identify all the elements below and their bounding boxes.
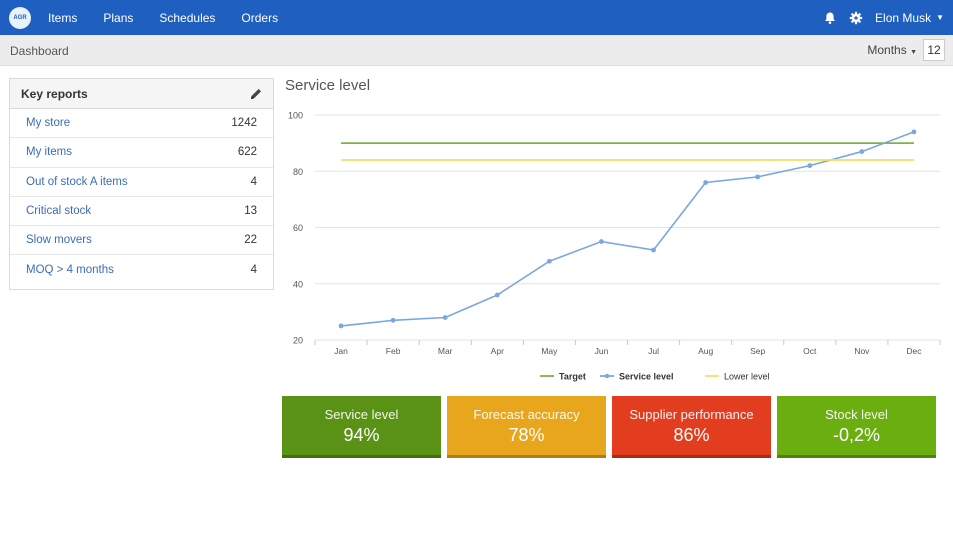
bell-icon[interactable] xyxy=(823,11,837,25)
key-reports-panel: Key reports My store 1242 My items 622 O… xyxy=(9,78,274,290)
gear-icon[interactable] xyxy=(849,11,863,25)
service-level-chart: 20 40 60 80 100 Jan Feb Mar Apr May Jun Jul Aug Sep Oc… xyxy=(288,111,941,382)
legend-label: Lower level xyxy=(724,372,770,382)
legend-marker xyxy=(604,373,610,379)
report-row-my-items[interactable]: My items 622 xyxy=(10,138,273,168)
kpi-tile-service-level[interactable]: Service level 94% xyxy=(282,396,441,458)
kpi-value: 86% xyxy=(673,425,710,445)
report-label: My items xyxy=(26,146,72,159)
report-count: 4 xyxy=(250,264,257,277)
data-point xyxy=(859,149,865,154)
data-point xyxy=(546,258,552,264)
nav-item-schedules[interactable]: Schedules xyxy=(159,10,216,25)
kpi-tile-supplier-performance[interactable]: Supplier performance 86% xyxy=(612,396,771,458)
report-row-out-of-stock[interactable]: Out of stock A items 4 xyxy=(10,168,273,197)
x-tick-label: Dec xyxy=(906,346,922,356)
data-point xyxy=(755,174,761,180)
data-point xyxy=(390,317,396,323)
data-point xyxy=(807,163,813,169)
legend-label: Service level xyxy=(619,372,674,382)
kpi-tile-forecast-accuracy[interactable]: Forecast accuracy 78% xyxy=(447,396,606,458)
kpi-label: Forecast accuracy xyxy=(473,407,580,422)
data-point xyxy=(494,292,500,298)
chart-title: Service level xyxy=(285,77,371,94)
app-logo[interactable]: AGR xyxy=(9,6,31,29)
period-value-input[interactable]: 12 xyxy=(923,39,945,61)
breadcrumb: Dashboard xyxy=(10,44,69,58)
main-nav: Items Plans Schedules Orders xyxy=(48,11,304,25)
data-point xyxy=(651,247,656,253)
x-tick-label: Nov xyxy=(854,346,870,356)
y-tick-label: 40 xyxy=(293,279,303,289)
chevron-down-icon: ▼ xyxy=(936,13,944,22)
top-navbar: AGR Items Plans Schedules Orders Elon Mu… xyxy=(0,0,953,35)
x-tick-label: Jun xyxy=(595,346,609,356)
logo-text: AGR xyxy=(13,14,27,21)
x-tick-label: Oct xyxy=(803,346,817,356)
y-tick-label: 80 xyxy=(293,167,303,177)
nav-right: Elon Musk ▼ xyxy=(823,0,944,35)
report-count: 622 xyxy=(237,146,257,159)
data-point xyxy=(442,315,448,320)
x-tick-label: Apr xyxy=(491,346,504,356)
x-tick-label: May xyxy=(541,346,558,356)
report-count: 4 xyxy=(250,175,257,188)
data-point xyxy=(911,129,917,135)
x-tick-label: Aug xyxy=(698,346,713,356)
key-reports-header: Key reports xyxy=(10,79,273,109)
user-menu[interactable]: Elon Musk ▼ xyxy=(875,11,944,25)
report-count: 22 xyxy=(244,234,257,247)
period-selector: Months ▼ 12 xyxy=(867,39,945,61)
period-unit-dropdown[interactable]: Months ▼ xyxy=(867,43,917,57)
x-tick-label: Jan xyxy=(334,346,348,356)
legend-label: Target xyxy=(559,372,586,382)
y-tick-label: 60 xyxy=(293,223,303,233)
report-label: My store xyxy=(26,117,71,130)
report-row-slow-movers[interactable]: Slow movers 22 xyxy=(10,226,273,256)
report-row-moq[interactable]: MOQ > 4 months 4 xyxy=(10,255,273,284)
x-tick-label: Feb xyxy=(386,346,401,356)
report-count: 13 xyxy=(244,205,257,218)
key-reports-title: Key reports xyxy=(21,86,88,101)
nav-item-plans[interactable]: Plans xyxy=(103,10,134,25)
report-label: Out of stock A items xyxy=(26,175,128,188)
kpi-label: Supplier performance xyxy=(629,407,754,422)
y-tick-label: 100 xyxy=(288,111,303,121)
report-row-my-store[interactable]: My store 1242 xyxy=(10,109,273,139)
kpi-tile-stock-level[interactable]: Stock level -0,2% xyxy=(777,396,936,458)
pencil-icon[interactable] xyxy=(249,87,263,101)
data-point xyxy=(599,239,604,244)
report-count: 1242 xyxy=(231,117,257,130)
sub-header: Dashboard Months ▼ 12 xyxy=(0,35,953,66)
user-name: Elon Musk xyxy=(875,10,932,25)
chevron-down-icon: ▼ xyxy=(910,49,917,56)
nav-item-orders[interactable]: Orders xyxy=(241,10,279,25)
kpi-label: Stock level xyxy=(825,407,888,422)
x-tick-label: Mar xyxy=(438,346,453,356)
kpi-tiles: Service level 94% Forecast accuracy 78% … xyxy=(282,396,936,458)
kpi-value: 78% xyxy=(508,425,545,445)
y-tick-label: 20 xyxy=(293,336,303,346)
kpi-label: Service level xyxy=(324,407,399,422)
report-label: Slow movers xyxy=(26,234,92,247)
x-tick-label: Jul xyxy=(648,346,659,356)
report-label: MOQ > 4 months xyxy=(26,264,114,277)
data-point xyxy=(338,323,344,329)
kpi-value: 94% xyxy=(343,425,380,445)
period-unit-label: Months xyxy=(867,43,907,57)
series-line-service-level xyxy=(340,131,915,327)
x-tick-label: Sep xyxy=(750,346,765,356)
nav-item-items[interactable]: Items xyxy=(48,10,78,25)
kpi-value: -0,2% xyxy=(832,425,881,445)
report-row-critical-stock[interactable]: Critical stock 13 xyxy=(10,197,273,227)
report-label: Critical stock xyxy=(26,205,92,218)
data-point xyxy=(703,180,709,185)
